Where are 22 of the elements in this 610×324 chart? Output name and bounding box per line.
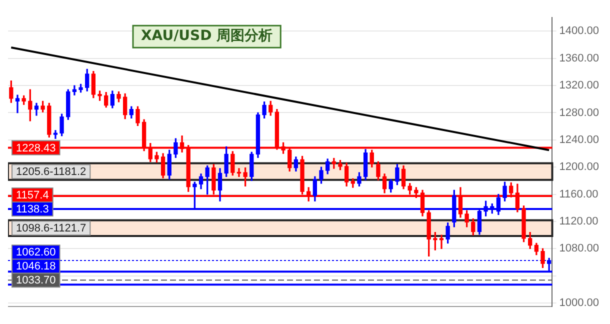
ref-line-label: 1062.60 <box>16 246 56 259</box>
y-tick-label: 1240.00 <box>559 134 600 146</box>
ref-line-label: 1138.3 <box>16 204 49 216</box>
y-tick-label: 1000.00 <box>559 297 600 310</box>
y-tick-label: 1280.00 <box>559 106 600 119</box>
candlestick <box>53 130 58 139</box>
y-tick-label: 1320.00 <box>559 80 600 92</box>
y-tick-label: 1080.00 <box>559 242 600 255</box>
y-tick-label: 1400.00 <box>559 25 600 38</box>
ref-line-label: 1046.18 <box>16 260 56 273</box>
ref-line-label: 1228.43 <box>16 142 56 154</box>
y-tick-label: 1360.00 <box>559 52 600 64</box>
candlestick <box>439 234 444 249</box>
ref-line-label: 1157.4 <box>16 190 49 202</box>
candlestick <box>15 94 20 114</box>
y-tick-label: 1160.00 <box>559 188 598 200</box>
text: XAU/USD 周图分析 <box>141 28 273 44</box>
band-label: 1205.6-1181.2 <box>16 166 86 178</box>
y-tick-label: 1200.00 <box>559 161 600 174</box>
ref-line-label: 1033.70 <box>16 274 56 287</box>
band-label: 1098.6-1121.7 <box>16 222 86 235</box>
y-tick-label: 1120.00 <box>559 215 598 228</box>
